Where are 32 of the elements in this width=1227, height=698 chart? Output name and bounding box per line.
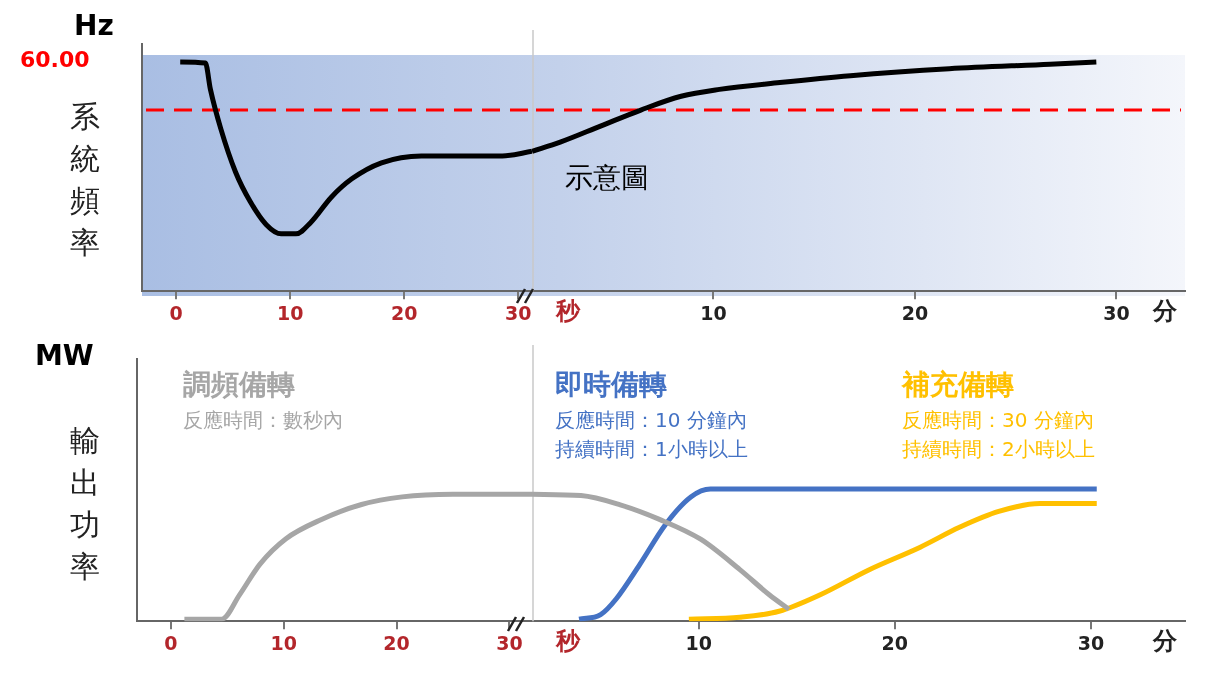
x-tick-label: 0	[164, 631, 178, 654]
text: 補充備轉	[901, 368, 1014, 402]
x-tick-label: 10	[277, 301, 304, 324]
text: 60.00	[20, 46, 90, 72]
x-axis-title: 分	[1152, 297, 1178, 326]
y-axis-title: 系統頻率	[70, 98, 100, 260]
x-tick-label: 10	[270, 631, 297, 654]
annotation: 示意圖	[565, 161, 649, 195]
y-axis-title: 輸出功率	[70, 422, 100, 584]
text: 反應時間：30 分鐘內	[902, 408, 1094, 433]
x-tick-label: 30	[505, 301, 532, 324]
x-axis-title: 秒	[555, 297, 581, 326]
x-tick-label: 30	[496, 631, 523, 654]
text: MW	[35, 339, 94, 373]
text: 即時備轉	[555, 368, 667, 402]
text: 調頻備轉	[183, 368, 295, 402]
x-tick-label: 20	[901, 301, 929, 324]
x-tick-label: 0	[169, 301, 183, 324]
text: Hz	[74, 9, 114, 43]
text: 持續時間：2小時以上	[902, 437, 1095, 462]
x-tick-label: 20	[391, 301, 418, 324]
x-axis-title: 秒	[555, 627, 581, 656]
x-tick-label: 30	[1103, 301, 1130, 324]
x-tick-label: 20	[881, 631, 908, 654]
x-tick-label: 30	[1077, 631, 1105, 654]
text: 反應時間：10 分鐘內	[555, 408, 747, 433]
text: 反應時間：數秒內	[183, 408, 343, 433]
x-tick-label: 10	[700, 301, 727, 324]
text: 持續時間：1小時以上	[555, 437, 748, 462]
x-tick-label: 10	[685, 631, 712, 654]
x-tick-label: 20	[383, 631, 410, 654]
x-axis-title: 分	[1152, 627, 1178, 656]
